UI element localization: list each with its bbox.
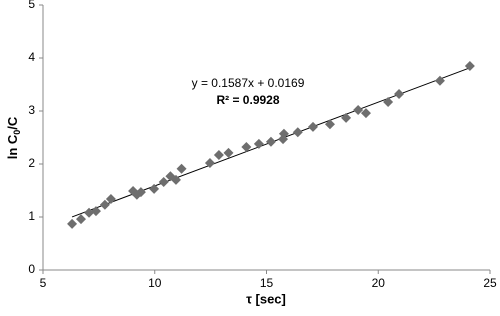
y-tick-label: 1 bbox=[28, 209, 35, 223]
point bbox=[360, 108, 371, 119]
x-axis-label: τ [sec] bbox=[246, 291, 286, 306]
point bbox=[75, 214, 86, 225]
point bbox=[223, 147, 234, 158]
y-label-sub: 0 bbox=[12, 130, 22, 135]
x-tick-label: 15 bbox=[260, 276, 274, 290]
y-tick-label: 4 bbox=[28, 50, 35, 64]
y-label-main: ln C bbox=[5, 134, 20, 159]
point bbox=[213, 149, 224, 160]
point bbox=[204, 157, 215, 168]
x-tick-label: 20 bbox=[372, 276, 386, 290]
point bbox=[383, 96, 394, 107]
point bbox=[434, 75, 445, 86]
point bbox=[99, 199, 110, 210]
x-tick-label: 10 bbox=[148, 276, 162, 290]
y-tick-label: 0 bbox=[28, 262, 35, 276]
x-tick-label: 25 bbox=[483, 276, 497, 290]
point bbox=[170, 174, 181, 185]
point bbox=[253, 138, 264, 149]
point bbox=[292, 127, 303, 138]
point bbox=[67, 218, 78, 229]
point bbox=[241, 142, 252, 153]
x-tick-label: 5 bbox=[40, 276, 47, 290]
point bbox=[278, 128, 289, 139]
point bbox=[135, 187, 146, 198]
y-axis-label: ln C0/C bbox=[5, 116, 22, 159]
point bbox=[105, 193, 116, 204]
point bbox=[394, 89, 405, 100]
point bbox=[158, 177, 169, 188]
point bbox=[265, 136, 276, 147]
point bbox=[149, 183, 160, 194]
point bbox=[324, 119, 335, 130]
point bbox=[341, 112, 352, 123]
point bbox=[176, 163, 187, 174]
y-label-tail: /C bbox=[5, 116, 20, 130]
point bbox=[464, 60, 475, 71]
point bbox=[84, 207, 95, 218]
point bbox=[90, 206, 101, 217]
r-squared: R² = 0.9928 bbox=[216, 93, 279, 107]
point bbox=[353, 104, 364, 115]
y-tick-label: 5 bbox=[28, 0, 35, 11]
y-tick-label: 3 bbox=[28, 103, 35, 117]
y-tick-label: 2 bbox=[28, 156, 35, 170]
point bbox=[307, 121, 318, 132]
equation: y = 0.1587x + 0.0169 bbox=[192, 76, 305, 90]
